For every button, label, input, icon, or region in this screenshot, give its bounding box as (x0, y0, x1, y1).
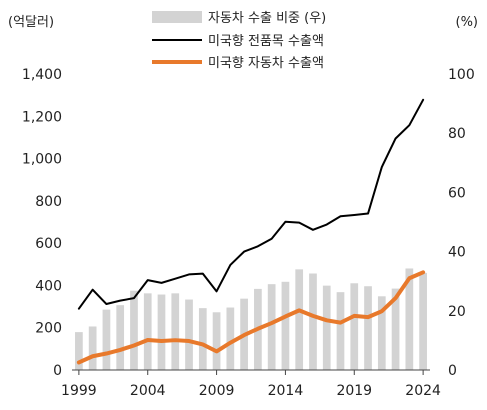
y-right-tick-label: 100 (448, 67, 475, 83)
x-tick-label: 1999 (61, 383, 97, 399)
bar-2018 (336, 292, 345, 370)
left-axis-unit: (억달러) (8, 15, 54, 30)
bar-2009 (212, 312, 221, 370)
x-tick-label: 2009 (199, 383, 235, 399)
bar-2021 (377, 296, 386, 370)
x-tick-label: 2014 (268, 383, 304, 399)
bar-2023 (405, 268, 414, 370)
bar-series-auto-share (75, 268, 427, 370)
bar-2019 (350, 283, 359, 370)
bar-2024 (419, 272, 427, 370)
bar-2013 (267, 284, 276, 370)
y-left-tick-label: 200 (35, 321, 62, 337)
line-total-exports (77, 98, 425, 310)
y-left-tick-label: 800 (35, 194, 62, 210)
bar-2001 (102, 309, 111, 370)
bar-2010 (226, 307, 235, 370)
y-right-tick-label: 60 (448, 185, 466, 201)
bar-2004 (143, 293, 152, 370)
y-right-tick-label: 20 (448, 304, 466, 320)
bar-2022 (391, 288, 400, 370)
bar-2006 (171, 293, 180, 370)
x-tick-label: 2019 (336, 383, 372, 399)
x-tick-label: 2024 (405, 383, 441, 399)
y-right-tick-label: 0 (448, 363, 457, 379)
line-series-group (76, 98, 426, 365)
legend-label-auto-exports: 미국향 자동차 수출액 (208, 56, 324, 71)
bar-2016 (309, 273, 317, 370)
y-right-tick-label: 80 (448, 126, 466, 142)
bar-2014 (281, 281, 290, 370)
bar-2000 (88, 326, 97, 370)
x-tick-label: 2004 (130, 383, 166, 399)
bar-2003 (130, 290, 138, 370)
bar-2007 (185, 299, 193, 370)
right-axis-unit: (%) (456, 15, 479, 30)
legend-label-auto-share: 자동차 수출 비중 (우) (208, 11, 326, 26)
legend: 자동차 수출 비중 (우) 미국향 전품목 수출액 미국향 자동차 수출액 (152, 11, 326, 71)
bar-1999 (75, 332, 83, 370)
bar-2020 (364, 286, 372, 370)
bar-2017 (322, 285, 331, 370)
y-right-tick-label: 40 (448, 245, 466, 261)
y-left-tick-label: 1,400 (22, 67, 62, 83)
line-auto-exports (76, 270, 426, 365)
y-left-tick-label: 400 (35, 278, 62, 294)
y-left-tick-label: 1,000 (22, 152, 62, 168)
axes: 0 200 400 600 800 1,000 1,200 1,400 0 20 40 60 80 100… (22, 67, 475, 399)
bar-2008 (198, 308, 207, 370)
bar-2015 (295, 269, 304, 370)
y-left-tick-label: 1,200 (22, 109, 62, 125)
y-left-tick-label: 600 (35, 236, 62, 252)
legend-swatch-bar (152, 11, 202, 23)
legend-label-total-exports: 미국향 전품목 수출액 (208, 34, 324, 49)
y-left-tick-label: 0 (53, 363, 62, 379)
bar-2002 (116, 305, 125, 370)
bar-2005 (157, 294, 166, 370)
